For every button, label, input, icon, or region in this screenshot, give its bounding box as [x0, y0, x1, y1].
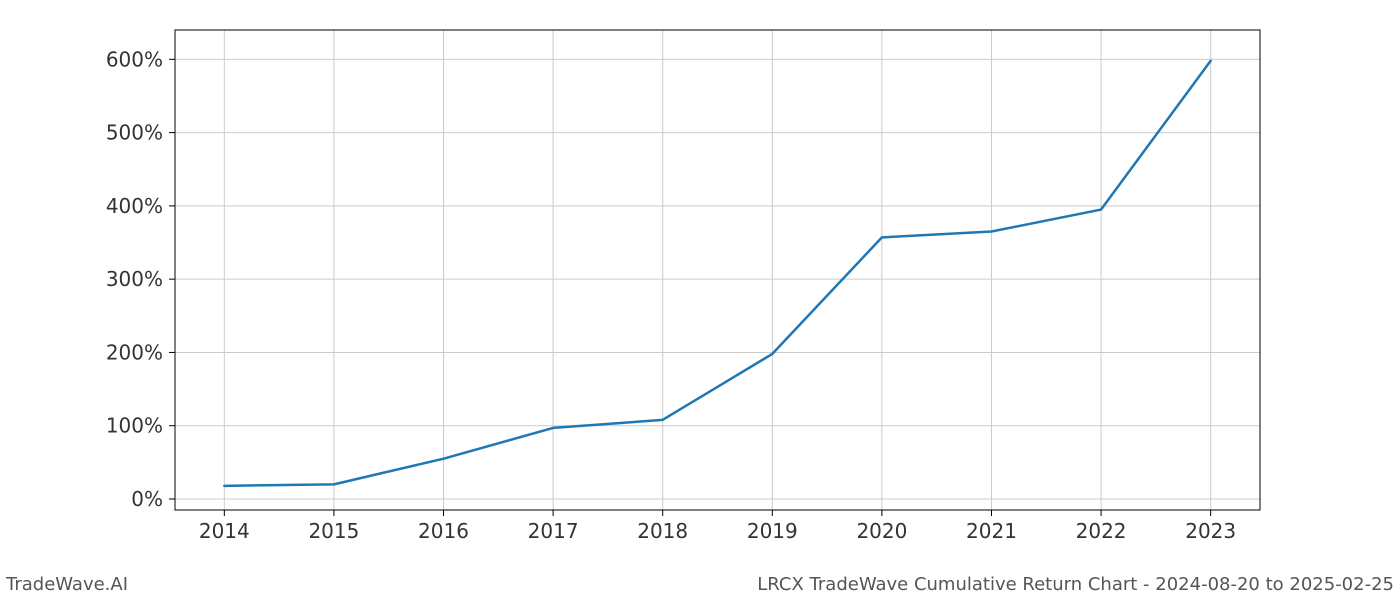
- footer-right-label: LRCX TradeWave Cumulative Return Chart -…: [757, 574, 1394, 595]
- x-tick-label: 2019: [747, 519, 798, 543]
- x-tick-label: 2015: [308, 519, 359, 543]
- x-tick-label: 2014: [199, 519, 250, 543]
- x-tick-label: 2017: [528, 519, 579, 543]
- y-tick-label: 100%: [106, 414, 163, 438]
- x-tick-label: 2020: [856, 519, 907, 543]
- y-tick-label: 600%: [106, 47, 163, 71]
- footer-left-label: TradeWave.AI: [5, 574, 128, 595]
- return-line: [224, 61, 1210, 486]
- y-tick-label: 200%: [106, 340, 163, 364]
- chart-svg: 2014 2015 2016 2017 2018 2019 2020 2021 2022 2023…: [0, 0, 1400, 600]
- y-tick-label: 500%: [106, 121, 163, 145]
- y-tick-label: 0%: [131, 487, 163, 511]
- x-tick-label: 2022: [1076, 519, 1127, 543]
- x-tick-label: 2021: [966, 519, 1017, 543]
- plot-border: [175, 30, 1260, 510]
- y-tick-label: 300%: [106, 267, 163, 291]
- x-tick-label: 2023: [1185, 519, 1236, 543]
- cumulative-return-chart: 2014 2015 2016 2017 2018 2019 2020 2021 2022 2023…: [0, 0, 1400, 600]
- x-tick-label: 2018: [637, 519, 688, 543]
- x-tick-label: 2016: [418, 519, 469, 543]
- y-tick-label: 400%: [106, 194, 163, 218]
